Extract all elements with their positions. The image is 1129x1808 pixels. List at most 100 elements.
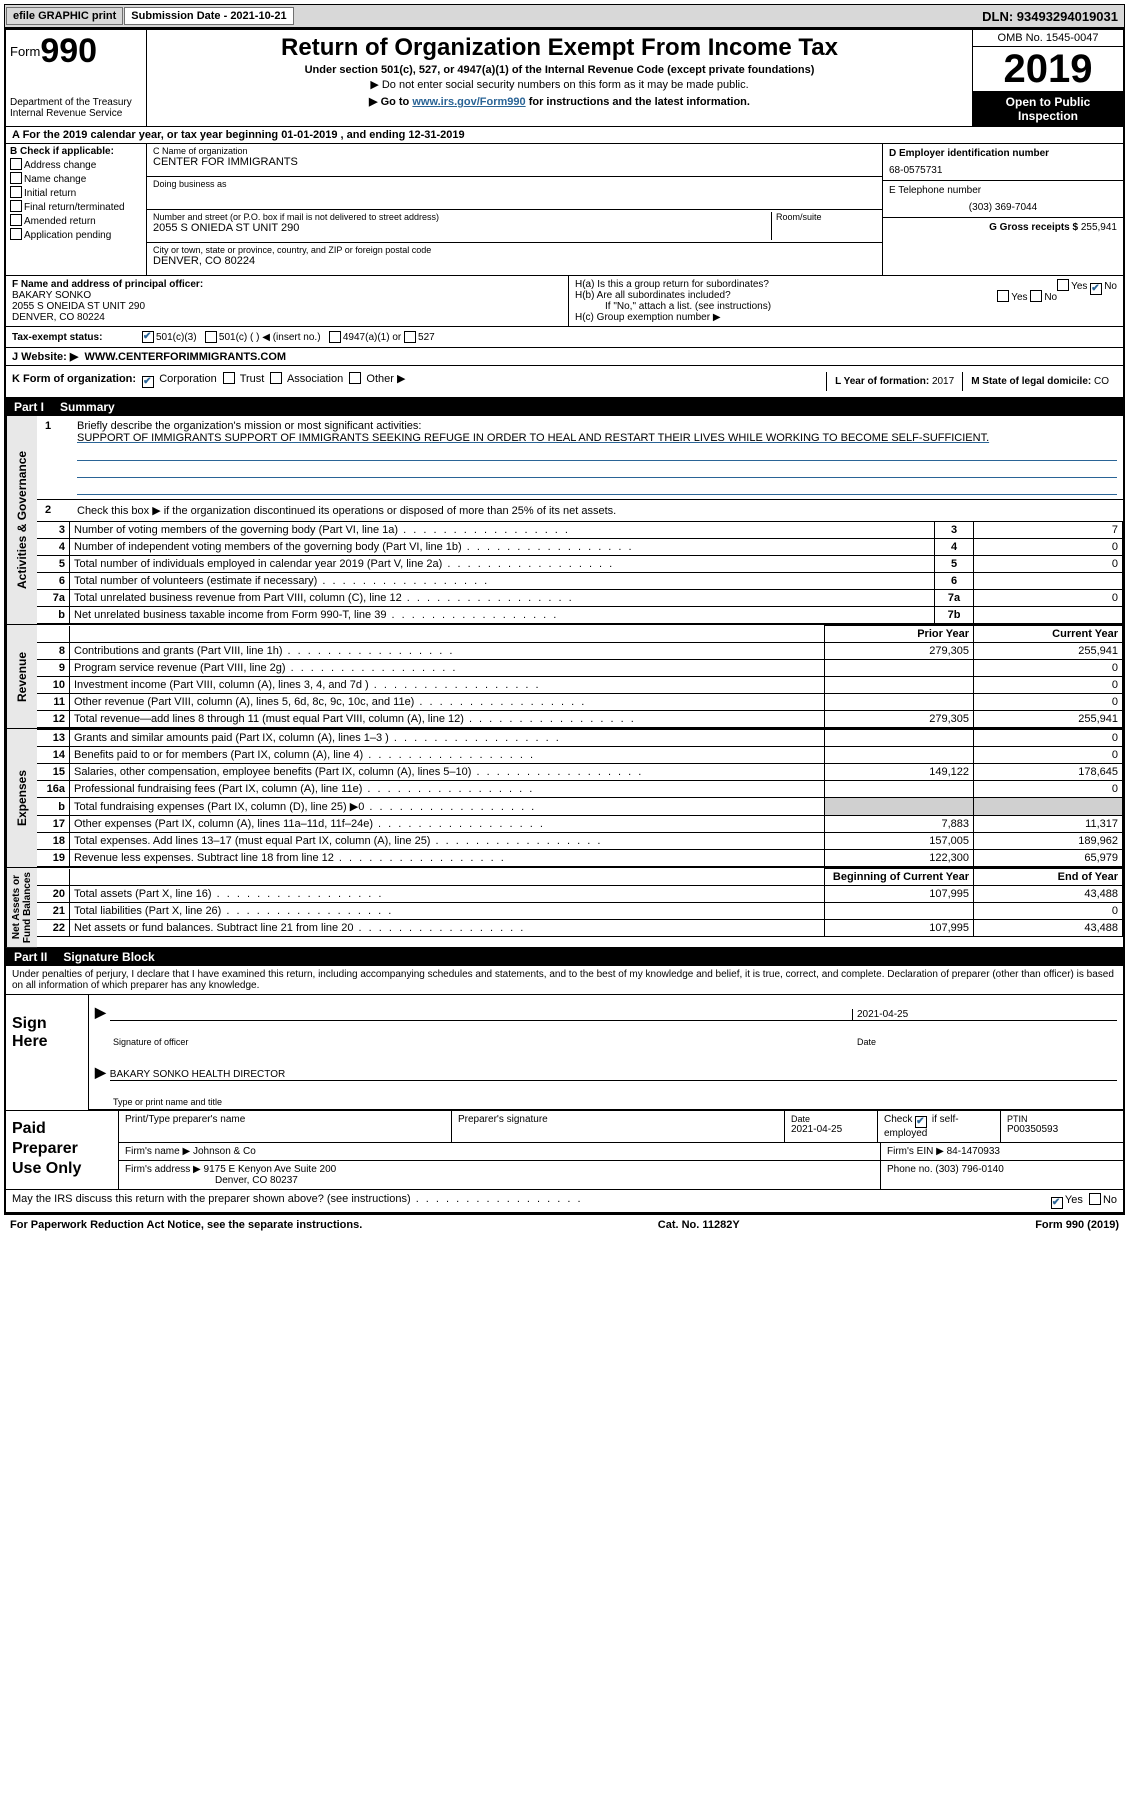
org-name-label: C Name of organization — [153, 146, 876, 156]
chk-ha-no[interactable] — [1090, 283, 1102, 295]
table-row: 10Investment income (Part VIII, column (… — [37, 677, 1123, 694]
row-a-tax-year: A For the 2019 calendar year, or tax yea… — [6, 127, 1123, 144]
prep-date: 2021-04-25 — [791, 1124, 871, 1135]
chk-application-pending[interactable] — [10, 228, 22, 240]
instructions-link-line: ▶ Go to www.irs.gov/Form990 for instruct… — [153, 95, 966, 108]
chk-amended-return[interactable] — [10, 214, 22, 226]
opt-other: Other ▶ — [366, 373, 405, 385]
chk-name-change[interactable] — [10, 172, 22, 184]
form-subtitle: Under section 501(c), 527, or 4947(a)(1)… — [153, 64, 966, 76]
column-b: B Check if applicable: Address change Na… — [6, 144, 147, 275]
ha-label: H(a) Is this a group return for subordin… — [575, 279, 769, 290]
table-row: 8Contributions and grants (Part VIII, li… — [37, 643, 1123, 660]
row-klm: K Form of organization: Corporation Trus… — [6, 366, 1123, 398]
chk-527[interactable] — [404, 331, 416, 343]
netassets-table: Beginning of Current YearEnd of Year20To… — [37, 868, 1123, 937]
table-row: 6Total number of volunteers (estimate if… — [37, 573, 1123, 590]
mission-label: Briefly describe the organization's miss… — [77, 420, 421, 432]
chk-4947[interactable] — [329, 331, 341, 343]
form-header: Form990 Department of the Treasury Inter… — [6, 30, 1123, 127]
tax-year: 2019 — [973, 47, 1123, 92]
table-row: 15Salaries, other compensation, employee… — [37, 764, 1123, 781]
firm-phone-label: Phone no. — [887, 1164, 933, 1175]
goto-post: for instructions and the latest informat… — [526, 96, 750, 108]
chk-discuss-no[interactable] — [1089, 1193, 1101, 1205]
opt-501c3: 501(c)(3) — [156, 332, 197, 343]
form-number: Form990 — [10, 32, 142, 71]
submission-date: Submission Date - 2021-10-21 — [124, 7, 293, 25]
opt-501c: 501(c) ( ) ◀ (insert no.) — [219, 332, 321, 343]
mission-block: 1 Briefly describe the organization's mi… — [37, 416, 1123, 500]
firm-name-label: Firm's name ▶ — [125, 1146, 190, 1157]
chk-hb-no[interactable] — [1030, 290, 1042, 302]
expenses-label: Expenses — [6, 729, 37, 867]
chk-trust[interactable] — [223, 372, 235, 384]
activities-governance-section: Activities & Governance 1 Briefly descri… — [6, 416, 1123, 624]
chk-self-employed[interactable] — [915, 1116, 927, 1128]
street-value: 2055 S ONIEDA ST UNIT 290 — [153, 222, 771, 234]
chk-initial-return[interactable] — [10, 186, 22, 198]
revenue-label: Revenue — [6, 625, 37, 728]
activities-label: Activities & Governance — [6, 416, 37, 624]
revenue-section: Revenue Prior YearCurrent Year8Contribut… — [6, 624, 1123, 728]
dba-label: Doing business as — [153, 179, 876, 189]
firm-addr1: 9175 E Kenyon Ave Suite 200 — [204, 1164, 337, 1175]
chk-501c[interactable] — [205, 331, 217, 343]
firm-ein: 84-1470933 — [947, 1146, 1000, 1157]
opt-address-change: Address change — [24, 160, 96, 171]
netassets-label: Net Assets or Fund Balances — [6, 868, 37, 947]
header-mid: Return of Organization Exempt From Incom… — [147, 30, 972, 126]
chk-ha-yes[interactable] — [1057, 279, 1069, 291]
sign-here-label: Sign Here — [6, 995, 89, 1110]
name-label: Type or print name and title — [113, 1097, 1117, 1107]
form-ref: Form 990 (2019) — [1035, 1219, 1119, 1231]
officer-addr1: 2055 S ONEIDA ST UNIT 290 — [12, 301, 562, 312]
chk-501c3[interactable] — [142, 331, 154, 343]
date-label: Date — [853, 1037, 1117, 1047]
efile-print-button[interactable]: efile GRAPHIC print — [6, 7, 123, 25]
blank-line — [77, 446, 1117, 461]
header-left: Form990 Department of the Treasury Inter… — [6, 30, 147, 126]
cat-no: Cat. No. 11282Y — [658, 1219, 740, 1231]
chk-discuss-yes[interactable] — [1051, 1197, 1063, 1209]
opt-4947: 4947(a)(1) or — [343, 332, 401, 343]
header-right: OMB No. 1545-0047 2019 Open to Public In… — [972, 30, 1123, 126]
blank-line — [77, 463, 1117, 478]
gross-value: 255,941 — [1081, 222, 1117, 233]
irs-link[interactable]: www.irs.gov/Form990 — [412, 96, 525, 108]
mission-text: SUPPORT OF IMMIGRANTS SUPPORT OF IMMIGRA… — [77, 432, 989, 444]
paid-preparer-label: Paid Preparer Use Only — [6, 1111, 119, 1189]
chk-address-change[interactable] — [10, 158, 22, 170]
j-label: J Website: ▶ — [12, 351, 78, 363]
chk-corporation[interactable] — [142, 376, 154, 388]
table-row: 14Benefits paid to or for members (Part … — [37, 747, 1123, 764]
ein-row: D Employer identification number 68-0575… — [883, 144, 1123, 181]
table-row: 7aTotal unrelated business revenue from … — [37, 590, 1123, 607]
prep-date-label: Date — [791, 1114, 871, 1124]
dept-treasury: Department of the Treasury Internal Reve… — [10, 97, 142, 119]
org-name: CENTER FOR IMMIGRANTS — [153, 156, 876, 168]
open-to-public: Open to Public Inspection — [973, 92, 1123, 126]
chk-hb-yes[interactable] — [997, 290, 1009, 302]
hb-label: H(b) Are all subordinates included? — [575, 290, 731, 301]
chk-final-return[interactable] — [10, 200, 22, 212]
ha-row: H(a) Is this a group return for subordin… — [575, 279, 1117, 290]
chk-association[interactable] — [270, 372, 282, 384]
table-row: bNet unrelated business taxable income f… — [37, 607, 1123, 624]
section-bcd: B Check if applicable: Address change Na… — [6, 144, 1123, 276]
firm-addr2: Denver, CO 80237 — [125, 1175, 298, 1186]
paid-row1: Print/Type preparer's name Preparer's si… — [119, 1111, 1123, 1143]
k-label: K Form of organization: — [12, 373, 136, 385]
b-label: B Check if applicable: — [10, 146, 142, 157]
opt-trust: Trust — [240, 373, 265, 385]
form-word: Form — [10, 44, 40, 59]
table-row: 9Program service revenue (Part VIII, lin… — [37, 660, 1123, 677]
table-row: 11Other revenue (Part VIII, column (A), … — [37, 694, 1123, 711]
part1-title: Summary — [60, 400, 115, 414]
preparer-name-label: Print/Type preparer's name — [119, 1111, 452, 1142]
paid-row2: Firm's name ▶ Johnson & Co Firm's EIN ▶ … — [119, 1143, 1123, 1161]
revenue-table: Prior YearCurrent Year8Contributions and… — [37, 625, 1123, 728]
street-label: Number and street (or P.O. box if mail i… — [153, 212, 771, 222]
chk-other[interactable] — [349, 372, 361, 384]
city-row: City or town, state or province, country… — [147, 243, 882, 275]
